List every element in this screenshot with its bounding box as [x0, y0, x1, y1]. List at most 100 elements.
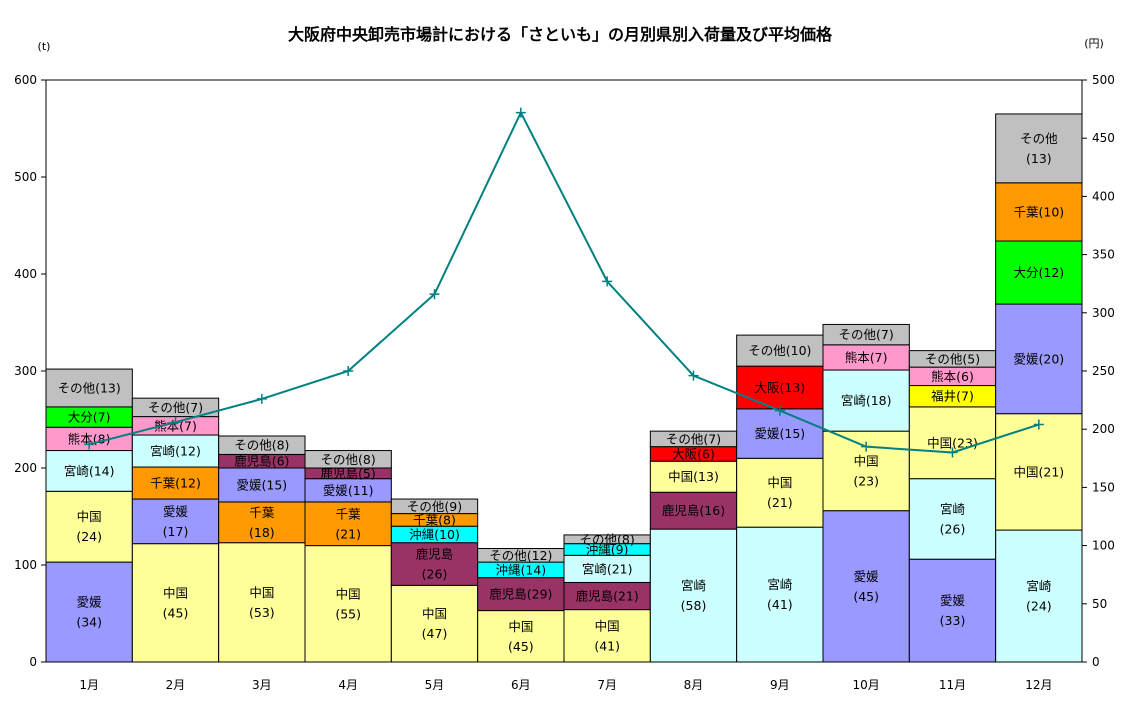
- left-tick-label: 0: [29, 655, 37, 669]
- bar-segment-label: 鹿児島(29): [489, 587, 552, 602]
- bar-segment-label: 鹿児島(21): [576, 589, 639, 604]
- price-point-marker: [256, 393, 267, 404]
- bar-segment-label: 愛媛: [940, 593, 966, 608]
- bar-segment-label: (34): [76, 615, 102, 630]
- bar-segment-label: (45): [163, 605, 189, 620]
- bar-segment: [563, 581, 651, 611]
- bar-segment: [649, 491, 738, 530]
- bar-segment-label: 宮崎(14): [64, 463, 115, 478]
- bar-segment-label: 宮崎: [767, 577, 793, 592]
- bar-segment-label: 鹿児島(16): [662, 503, 725, 518]
- category-label: 5月: [425, 678, 445, 692]
- bar-segment: [304, 450, 392, 469]
- bar-segment-label: 宮崎(12): [150, 444, 201, 459]
- bar-segment-label: 大分(12): [1013, 265, 1064, 280]
- bar-segment-label: 鹿児島(5): [321, 466, 376, 481]
- bar-segment: [218, 435, 306, 455]
- category-label: 12月: [1025, 678, 1052, 692]
- bar-segment: [995, 113, 1083, 184]
- category-label: 6月: [511, 678, 531, 692]
- right-tick-label: 350: [1092, 248, 1115, 262]
- bar-segment: [736, 457, 824, 528]
- bar-segment: [45, 490, 133, 563]
- bar-segment-label: その他(8): [580, 532, 635, 547]
- bar-segment-label: 大阪(6): [672, 446, 715, 461]
- bar-segment: [995, 240, 1083, 305]
- price-point-marker: [429, 289, 440, 300]
- bar-segment-label: (58): [681, 598, 707, 613]
- bar-segment: [736, 526, 824, 663]
- left-tick-label: 100: [14, 558, 37, 572]
- right-tick-label: 500: [1092, 73, 1115, 87]
- bar-segment-label: 中国(23): [927, 435, 978, 450]
- bar-segment-label: (26): [940, 521, 966, 536]
- bar-segment-label: 中国: [163, 585, 188, 600]
- bar-segment-label: (17): [163, 524, 189, 539]
- bar-segment-label: 愛媛(20): [1013, 351, 1064, 366]
- bar-segment-label: 千葉: [249, 505, 275, 520]
- bar-segment-label: その他(10): [748, 343, 811, 358]
- bar-segment-label: (55): [335, 606, 361, 621]
- category-label: 4月: [338, 678, 358, 692]
- right-tick-label: 300: [1092, 306, 1115, 320]
- bar-segment-label: 宮崎: [940, 501, 966, 516]
- bar-segment-label: 中国(13): [668, 469, 719, 484]
- bar-segment-label: その他(8): [234, 438, 289, 453]
- category-label: 2月: [166, 678, 186, 692]
- bar-segment-label: 中国: [767, 475, 792, 490]
- price-point-marker: [688, 370, 699, 381]
- right-tick-label: 100: [1092, 539, 1115, 553]
- bar-segment-label: その他(5): [925, 351, 980, 366]
- bar-segment: [131, 498, 220, 545]
- bar-segment: [218, 542, 306, 663]
- right-tick-label: 200: [1092, 422, 1115, 436]
- bar-segment: [995, 182, 1083, 242]
- bar-segment: [736, 334, 824, 367]
- price-point-marker: [170, 417, 181, 428]
- price-point-marker: [515, 107, 526, 118]
- bar-segment-label: その他(12): [489, 548, 552, 563]
- price-point-marker: [1033, 419, 1044, 430]
- bar-segment-label: その他(13): [58, 380, 121, 395]
- bar-segment-label: 中国: [422, 606, 447, 621]
- bar-segment-label: 千葉(12): [150, 476, 201, 491]
- bar-segment-label: (33): [940, 613, 966, 628]
- bar-segment: [131, 466, 220, 500]
- right-tick-label: 250: [1092, 364, 1115, 378]
- bar-segment-label: (21): [335, 526, 361, 541]
- bar-segment-label: 宮崎(18): [841, 393, 892, 408]
- right-tick-label: 50: [1092, 597, 1107, 611]
- bar-segment: [131, 434, 220, 468]
- bar-segment: [649, 528, 738, 663]
- price-line: [88, 110, 1040, 454]
- bar-segment: [822, 323, 910, 346]
- bar-segment: [908, 478, 997, 560]
- bar-segment-label: 千葉(8): [413, 512, 456, 527]
- bar-segment-label: 熊本(6): [931, 369, 974, 384]
- bar-segment-label: (41): [594, 638, 620, 653]
- bar-segment-label: その他(8): [321, 452, 376, 467]
- bar-segment-label: 愛媛: [854, 569, 880, 584]
- price-point-marker: [861, 441, 872, 452]
- category-label: 7月: [597, 678, 617, 692]
- bar-segment-label: 愛媛(11): [323, 483, 374, 498]
- bar-segment-label: 沖縄(14): [495, 562, 546, 577]
- right-tick-label: 0: [1092, 655, 1100, 669]
- bar-segment-label: 中国(21): [1013, 464, 1064, 479]
- bar-segment: [736, 408, 824, 459]
- chart-title: 大阪府中央卸売市場計における「さといも」の月別県別入荷量及び平均価格: [288, 25, 833, 44]
- bar-segment-label: 宮崎: [681, 578, 707, 593]
- category-label: 9月: [770, 678, 790, 692]
- bar-segment-label: 中国: [336, 586, 361, 601]
- bar-segment-label: その他(9): [407, 499, 462, 514]
- bar-segment-label: (26): [422, 567, 448, 582]
- bar-segment-label: 愛媛: [77, 595, 103, 610]
- right-axis-unit: (円): [1084, 37, 1104, 50]
- bar-segment-label: (47): [422, 626, 448, 641]
- bar-segment-label: 千葉: [336, 506, 362, 521]
- bar-segment-label: 千葉(10): [1013, 204, 1064, 219]
- bar-segment-label: その他(7): [666, 431, 721, 446]
- category-label: 11月: [939, 678, 966, 692]
- bar-segment-label: (24): [1026, 599, 1052, 614]
- bar-segment-label: 愛媛(15): [236, 477, 287, 492]
